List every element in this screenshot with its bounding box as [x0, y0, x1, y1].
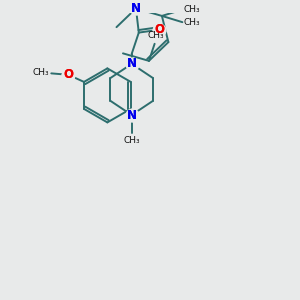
Text: N: N	[127, 57, 137, 70]
Text: O: O	[63, 68, 73, 81]
Text: N: N	[127, 109, 137, 122]
Text: CH₃: CH₃	[32, 68, 49, 77]
Text: N: N	[131, 2, 141, 15]
Text: CH₃: CH₃	[184, 18, 200, 27]
Text: N: N	[127, 57, 137, 70]
Text: CH₃: CH₃	[148, 32, 164, 40]
Text: N: N	[127, 109, 137, 122]
Text: O: O	[154, 23, 164, 36]
Text: O: O	[63, 68, 73, 81]
Text: CH₃: CH₃	[184, 5, 200, 14]
Text: CH₃: CH₃	[123, 136, 140, 145]
Text: O: O	[154, 23, 164, 36]
Text: N: N	[131, 2, 141, 15]
